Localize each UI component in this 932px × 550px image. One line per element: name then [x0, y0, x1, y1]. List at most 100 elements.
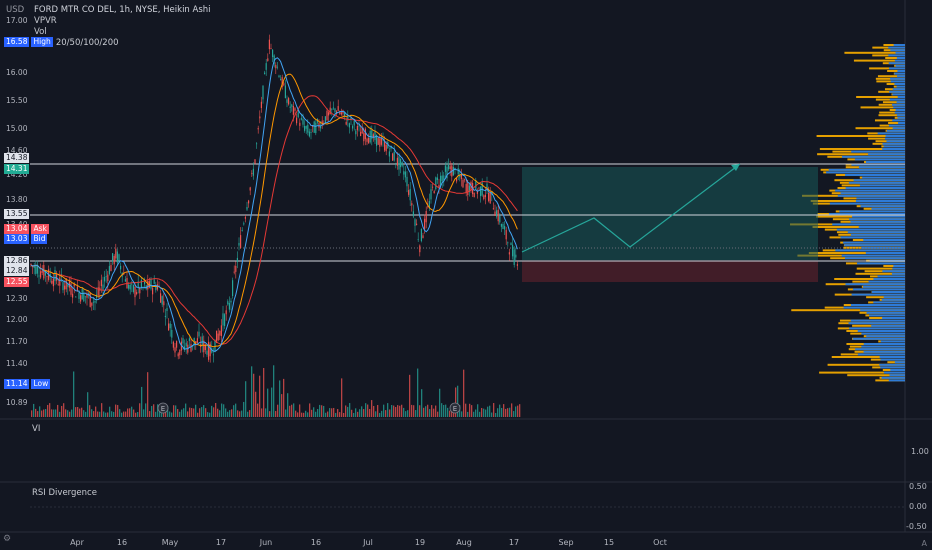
vp-bar-down — [876, 80, 905, 83]
vp-bar-up — [884, 137, 905, 140]
candle-body — [331, 108, 333, 110]
volume-bar — [291, 404, 293, 417]
candle-body — [144, 281, 146, 285]
candle-body — [220, 325, 222, 337]
candle-body — [328, 112, 330, 116]
volume-bar — [465, 403, 467, 417]
vp-bar-down — [853, 59, 905, 62]
candle-body — [132, 284, 134, 292]
volume-bar — [411, 404, 413, 417]
price-label-lvl: 13.55 — [2, 209, 31, 219]
candle-body — [249, 187, 251, 191]
symbol-title[interactable]: FORD MTR CO DEL, 1h, NYSE, Heikin Ashi — [34, 5, 211, 15]
candle-body — [198, 331, 200, 337]
candle-body — [428, 201, 430, 208]
candle-body — [54, 270, 56, 282]
vp-bar-up — [857, 353, 905, 356]
vp-bar-up — [858, 226, 905, 228]
vp-bar-up — [898, 122, 905, 124]
candle-body — [160, 293, 162, 303]
vp-bar-up — [868, 153, 905, 156]
candle-body — [273, 55, 275, 64]
volume-bar — [389, 409, 391, 417]
auto-scale-button[interactable]: A — [921, 539, 927, 548]
volume-bar — [81, 407, 83, 417]
vp-bar-up — [829, 202, 905, 205]
volume-bar — [285, 409, 287, 417]
candle-body — [360, 131, 362, 137]
candle-body — [212, 354, 214, 356]
volume-bar — [417, 368, 419, 417]
vp-bar-up — [844, 244, 905, 247]
earnings-marker[interactable]: E — [449, 402, 461, 414]
rsi-pane-label[interactable]: RSI Divergence — [32, 488, 97, 498]
volume-bar — [43, 409, 45, 417]
volume-bar — [227, 411, 229, 417]
vp-bar-up — [860, 309, 905, 312]
indicator-vpvr[interactable]: VPVR — [34, 16, 57, 26]
volume-bar — [53, 409, 55, 417]
vp-bar-up — [888, 62, 905, 65]
candle-body — [230, 300, 232, 303]
candle-body — [195, 341, 197, 344]
indicator-ma[interactable]: MA 20/50/100/200 — [40, 38, 119, 48]
vp-bar-up — [879, 356, 905, 358]
volume-bar — [199, 408, 201, 417]
vp-bar-down — [869, 67, 905, 70]
candle-body — [112, 253, 114, 262]
candle-body — [372, 134, 374, 138]
candle-body — [36, 265, 38, 274]
time-tick: 19 — [415, 538, 425, 547]
price-tick: 14.20 — [6, 170, 28, 179]
candle-body — [51, 280, 53, 284]
volume-bar — [113, 411, 115, 417]
volume-bar — [501, 407, 503, 417]
candle-body — [244, 217, 246, 219]
candle-body — [430, 189, 432, 200]
volume-profile — [790, 44, 905, 382]
price-tick: 15.50 — [6, 96, 28, 105]
volume-bar — [247, 411, 249, 417]
volume-bar — [289, 405, 291, 417]
volume-bar — [73, 371, 75, 417]
candle-body — [332, 107, 334, 109]
candle-body — [320, 126, 322, 129]
candle-body — [417, 239, 419, 241]
candle-body — [264, 72, 266, 75]
candle-body — [289, 106, 291, 108]
volume-bar — [71, 409, 73, 417]
settings-icon[interactable]: ⚙ — [3, 534, 12, 544]
candle-body — [80, 295, 82, 302]
volume-bar — [171, 412, 173, 417]
vp-bar-up — [866, 335, 905, 338]
volume-bar — [123, 411, 125, 417]
candle-body — [196, 338, 198, 343]
candle-body — [118, 254, 120, 261]
earnings-marker[interactable]: E — [157, 402, 169, 414]
loss-zone[interactable] — [522, 261, 818, 282]
volume-bar — [485, 409, 487, 417]
vp-bar-up — [851, 150, 905, 153]
volume-bar — [365, 403, 367, 417]
candle-body — [214, 339, 216, 351]
volume-bar — [385, 410, 387, 417]
volume-bar — [469, 403, 471, 417]
vp-bar-up — [861, 332, 905, 335]
volume-bar — [143, 409, 145, 417]
time-scale[interactable]: Apr 16 May 17 Jun 16 Jul 19 Aug 17 Sep 15 Oct — [70, 538, 667, 547]
candle-body — [288, 98, 290, 105]
candle-body — [452, 167, 454, 176]
candle-body — [379, 138, 381, 147]
indicator-vol[interactable]: Vol — [34, 27, 47, 37]
candle-body — [444, 165, 446, 172]
volume-bar — [203, 405, 205, 417]
projection-path[interactable] — [521, 163, 741, 253]
volume-bar — [93, 411, 95, 417]
volume-bar — [377, 405, 379, 417]
volume-bar — [129, 408, 131, 417]
volume-bar — [187, 411, 189, 417]
profit-zone[interactable] — [522, 167, 818, 260]
volume-bar — [31, 410, 33, 417]
volume-bar — [305, 410, 307, 417]
